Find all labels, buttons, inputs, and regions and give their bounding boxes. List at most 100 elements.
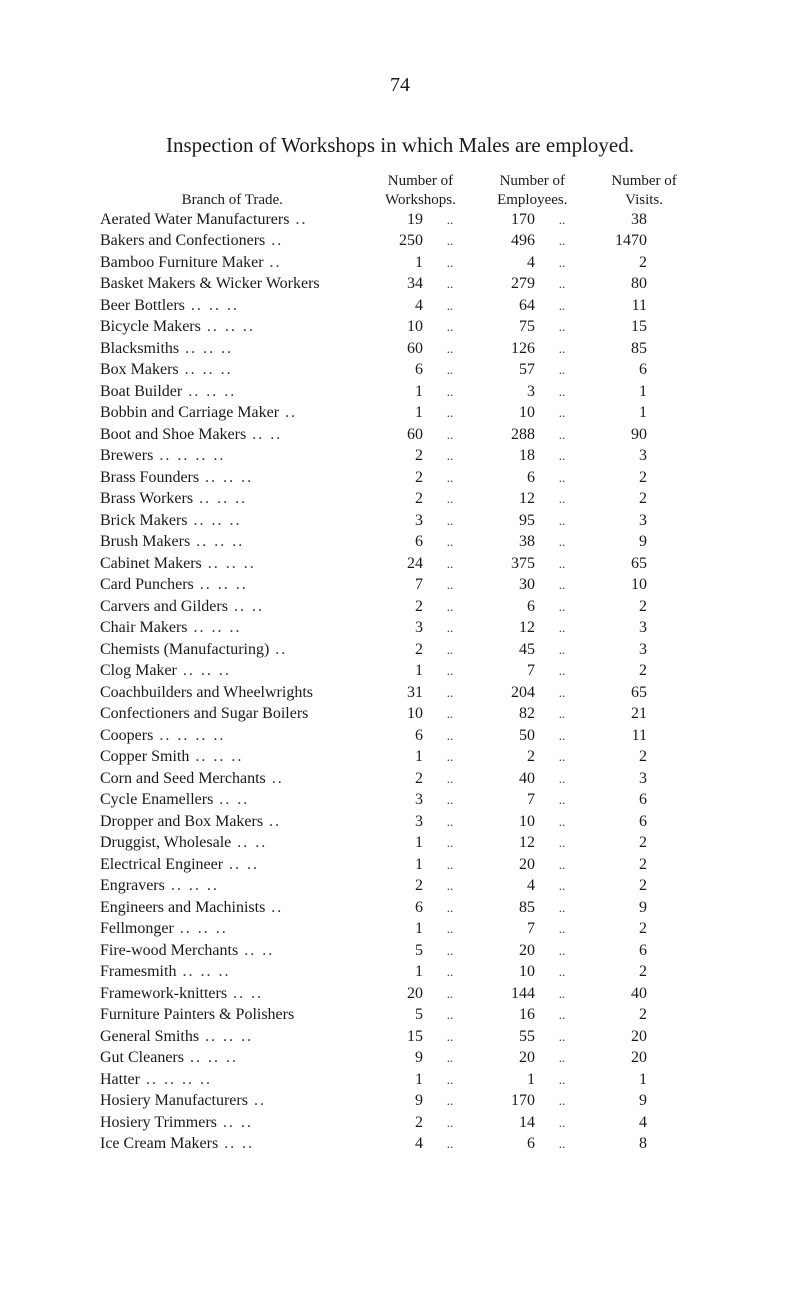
employees-cell: 6 — [477, 470, 535, 486]
trade-label: Ice Cream Makers — [100, 1136, 224, 1152]
visits-cell: 6 — [589, 362, 647, 378]
dots-separator: .. — [423, 299, 477, 312]
employees-cell: 12 — [477, 620, 535, 636]
col-employees-l1: Number of — [476, 172, 588, 191]
dots-separator: .. — [423, 664, 477, 677]
table-row: Chemists (Manufacturing)..2..45..3 — [100, 642, 700, 658]
dots-separator: .. — [535, 363, 589, 376]
table-row: Brass Workers.. .. ..2..12..2 — [100, 491, 700, 507]
dots-separator: .. — [423, 363, 477, 376]
trade-label: Corn and Seed Merchants — [100, 771, 272, 787]
trade-cell: Boot and Shoe Makers.. .. — [100, 427, 365, 443]
dots-separator: .. — [535, 1073, 589, 1086]
trade-label: Brass Workers — [100, 491, 199, 507]
employees-cell: 40 — [477, 771, 535, 787]
trade-leader: .. — [270, 255, 282, 271]
dots-separator: .. — [423, 578, 477, 591]
workshops-cell: 3 — [365, 792, 423, 808]
workshops-cell: 34 — [365, 276, 423, 292]
trade-leader: .. .. — [223, 1115, 253, 1131]
employees-cell: 10 — [477, 964, 535, 980]
trade-cell: Card Punchers.. .. .. — [100, 577, 365, 593]
dots-separator: .. — [423, 1073, 477, 1086]
dots-separator: .. — [423, 836, 477, 849]
dots-separator: .. — [423, 256, 477, 269]
trade-label: Cabinet Makers — [100, 556, 208, 572]
table-row: Clog Maker.. .. ..1..7..2 — [100, 663, 700, 679]
trade-leader: .. .. .. — [182, 964, 230, 980]
dots-separator: .. — [423, 815, 477, 828]
trade-leader: .. .. .. .. — [159, 728, 225, 744]
workshops-cell: 2 — [365, 1115, 423, 1131]
column-headers: Branch of Trade. Number of Workshops. Nu… — [100, 172, 700, 210]
trade-label: Beer Bottlers — [100, 298, 191, 314]
dots-separator: .. — [423, 600, 477, 613]
employees-cell: 16 — [477, 1007, 535, 1023]
workshops-cell: 1 — [365, 663, 423, 679]
trade-leader: .. .. — [233, 986, 263, 1002]
workshops-cell: 2 — [365, 878, 423, 894]
dots-separator: .. — [535, 406, 589, 419]
table-row: Box Makers.. .. ..6..57..6 — [100, 362, 700, 378]
trade-label: Bobbin and Carriage Maker — [100, 405, 285, 421]
trade-leader: .. .. .. — [199, 491, 247, 507]
trade-cell: Boat Builder.. .. .. — [100, 384, 365, 400]
trade-cell: Chair Makers.. .. .. — [100, 620, 365, 636]
dots-separator: .. — [535, 793, 589, 806]
trade-cell: Fire-wood Merchants.. .. — [100, 943, 365, 959]
visits-cell: 80 — [589, 276, 647, 292]
dots-separator: .. — [423, 342, 477, 355]
trade-leader: .. .. .. — [171, 878, 219, 894]
trade-leader: .. .. .. — [190, 1050, 238, 1066]
dots-separator: .. — [423, 514, 477, 527]
table-row: Druggist, Wholesale.. ..1..12..2 — [100, 835, 700, 851]
trade-cell: Hosiery Manufacturers.. — [100, 1093, 365, 1109]
table-row: Bicycle Makers.. .. ..10..75..15 — [100, 319, 700, 335]
employees-cell: 20 — [477, 943, 535, 959]
employees-cell: 95 — [477, 513, 535, 529]
dots-separator: .. — [423, 320, 477, 333]
table-row: Confectioners and Sugar Boilers10..82..2… — [100, 706, 700, 722]
trade-label: Furniture Painters & Polishers — [100, 1007, 300, 1023]
workshops-cell: 1 — [365, 964, 423, 980]
visits-cell: 2 — [589, 1007, 647, 1023]
dots-separator: .. — [423, 793, 477, 806]
employees-cell: 7 — [477, 921, 535, 937]
dots-separator: .. — [535, 772, 589, 785]
visits-cell: 2 — [589, 470, 647, 486]
employees-cell: 14 — [477, 1115, 535, 1131]
trade-cell: Bamboo Furniture Maker.. — [100, 255, 365, 271]
visits-cell: 20 — [589, 1050, 647, 1066]
trade-leader: .. — [295, 212, 307, 228]
trade-leader: .. .. — [219, 792, 249, 808]
table-row: Cycle Enamellers.. ..3..7..6 — [100, 792, 700, 808]
dots-separator: .. — [535, 815, 589, 828]
dots-separator: .. — [423, 707, 477, 720]
dots-separator: .. — [535, 449, 589, 462]
trade-cell: Brush Makers.. .. .. — [100, 534, 365, 550]
trade-leader: .. .. — [244, 943, 274, 959]
workshops-cell: 20 — [365, 986, 423, 1002]
table-row: Beer Bottlers.. .. ..4..64..11 — [100, 298, 700, 314]
dots-separator: .. — [423, 944, 477, 957]
trade-cell: Confectioners and Sugar Boilers — [100, 706, 365, 722]
visits-cell: 40 — [589, 986, 647, 1002]
dots-separator: .. — [423, 492, 477, 505]
workshops-cell: 1 — [365, 255, 423, 271]
dots-separator: .. — [535, 428, 589, 441]
dots-separator: .. — [535, 557, 589, 570]
visits-cell: 10 — [589, 577, 647, 593]
table-body: Aerated Water Manufacturers..19..170..38… — [100, 212, 700, 1153]
trade-label: General Smiths — [100, 1029, 205, 1045]
trade-cell: Box Makers.. .. .. — [100, 362, 365, 378]
trade-label: Brush Makers — [100, 534, 196, 550]
table-row: Boat Builder.. .. ..1..3..1 — [100, 384, 700, 400]
trade-leader: .. .. .. — [185, 341, 233, 357]
trade-leader: .. .. .. — [191, 298, 239, 314]
trade-label: Electrical Engineer — [100, 857, 229, 873]
trade-cell: Engineers and Machinists.. — [100, 900, 365, 916]
section-heading: Inspection of Workshops in which Males a… — [100, 133, 700, 158]
dots-separator: .. — [535, 1094, 589, 1107]
table-row: Brush Makers.. .. ..6..38..9 — [100, 534, 700, 550]
trade-cell: Brass Founders.. .. .. — [100, 470, 365, 486]
